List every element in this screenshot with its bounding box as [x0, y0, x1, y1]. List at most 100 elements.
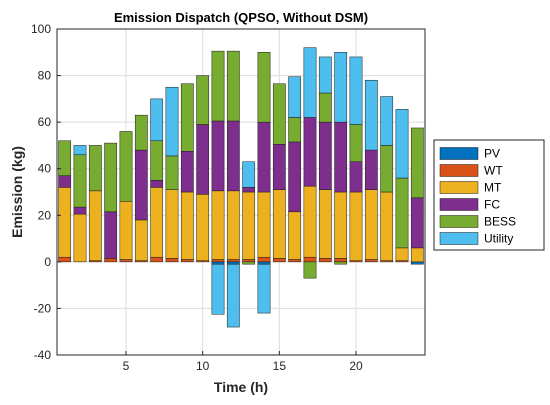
bar-utility-t23 [395, 109, 409, 179]
x-tick-label: 5 [123, 359, 130, 373]
bar-wt-t7 [150, 256, 164, 263]
bar-pv-t24 [410, 261, 424, 265]
y-axis-label: Emission (kg) [9, 146, 25, 238]
bar-fc-t12 [226, 120, 240, 192]
bar-fc-t7 [150, 180, 164, 188]
legend-swatch-fc [439, 198, 479, 211]
bar-bess-t2 [73, 154, 87, 208]
bar-mt-t15 [272, 189, 286, 259]
bar-bess-t8 [165, 155, 179, 190]
bar-mt-t16 [288, 211, 302, 260]
chart-title: Emission Dispatch (QPSO, Without DSM) [114, 10, 368, 25]
bar-utility-t14 [257, 263, 271, 314]
bar-bess-t11 [211, 50, 225, 122]
bar-wt-t8 [165, 258, 179, 263]
bar-mt-t3 [88, 190, 102, 261]
bar-fc-t6 [134, 149, 148, 221]
bar-mt-t17 [303, 185, 317, 258]
bar-utility-t2 [73, 145, 87, 155]
bar-mt-t24 [410, 247, 424, 263]
bar-fc-t4 [104, 211, 118, 259]
bar-pv-t11 [211, 261, 225, 265]
bar-mt-t5 [119, 201, 133, 260]
bar-wt-t4 [104, 258, 118, 263]
legend-swatch-bess [439, 215, 479, 228]
bar-fc-t18 [318, 121, 332, 190]
bar-wt-t16 [288, 259, 302, 263]
y-tick-label: 60 [38, 115, 52, 129]
bar-mt-t1 [58, 187, 72, 258]
bar-fc-t9 [180, 151, 194, 193]
bar-utility-t11 [211, 263, 225, 315]
bar-bess-t14 [257, 52, 271, 123]
bar-pv-t12 [226, 261, 240, 265]
bar-mt-t19 [334, 191, 348, 259]
bar-wt-t21 [364, 259, 378, 263]
bar-fc-t2 [73, 206, 87, 215]
y-tick-label: -20 [34, 301, 52, 315]
bar-utility-t21 [364, 79, 378, 151]
x-tick-label: 10 [196, 359, 210, 373]
bar-fc-t15 [272, 144, 286, 190]
y-tick-label: 100 [31, 22, 51, 36]
bar-mt-t7 [150, 187, 164, 258]
y-tick-label: 20 [38, 208, 52, 222]
plot-area [57, 29, 425, 355]
bar-wt-t12 [226, 259, 240, 263]
bar-bess-t17 [303, 261, 317, 279]
bar-fc-t11 [211, 120, 225, 192]
bar-wt-t17 [303, 256, 317, 263]
bar-utility-t19 [334, 52, 348, 123]
x-axis-label: Time (h) [214, 379, 268, 395]
bar-mt-t12 [226, 190, 240, 260]
bar-utility-t16 [288, 76, 302, 118]
bar-mt-t23 [395, 247, 409, 261]
bar-mt-t11 [211, 190, 225, 260]
legend-label-pv: PV [484, 147, 500, 161]
bar-fc-t19 [334, 121, 348, 193]
bar-bess-t23 [395, 177, 409, 249]
bar-wt-t19 [334, 258, 348, 263]
bar-fc-t20 [349, 161, 363, 193]
bars [58, 47, 424, 328]
legend: PV WT MT FC BESS Utility [433, 139, 545, 251]
bar-utility-t20 [349, 56, 363, 125]
bar-wt-t9 [180, 259, 194, 263]
bar-utility-t7 [150, 98, 164, 142]
bar-mt-t18 [318, 189, 332, 259]
bar-mt-t9 [180, 191, 194, 260]
y-tick-label: 80 [38, 69, 52, 83]
bar-bess-t12 [226, 50, 240, 122]
bar-mt-t14 [257, 191, 271, 258]
bar-utility-t18 [318, 56, 332, 94]
bar-utility-t13 [242, 161, 256, 188]
bar-bess-t4 [104, 142, 118, 213]
legend-label-mt: MT [484, 181, 502, 195]
bar-fc-t17 [303, 117, 317, 187]
x-tick-label: 15 [273, 359, 287, 373]
bar-utility-t17 [303, 47, 317, 118]
y-tick-label: 40 [38, 162, 52, 176]
y-tick-label: 0 [44, 255, 51, 269]
bar-bess-t1 [58, 140, 72, 176]
bar-fc-t1 [58, 175, 72, 188]
bar-wt-t14 [257, 256, 271, 263]
bar-wt-t11 [211, 259, 225, 263]
legend-swatch-utility [439, 232, 479, 245]
bar-bess-t10 [196, 75, 210, 125]
bar-wt-t15 [272, 258, 286, 263]
bar-mt-t21 [364, 189, 378, 260]
bar-bess-t16 [288, 117, 302, 143]
bar-bess-t20 [349, 124, 363, 162]
bar-bess-t7 [150, 140, 164, 181]
legend-label-fc: FC [484, 198, 500, 212]
bar-utility-t12 [226, 263, 240, 328]
x-tick-label: 20 [349, 359, 363, 373]
bar-bess-t22 [380, 145, 394, 193]
bar-bess-t19 [334, 261, 348, 265]
bar-bess-t18 [318, 92, 332, 123]
bar-mt-t20 [349, 191, 363, 261]
bar-bess-t6 [134, 114, 148, 151]
bar-bess-t5 [119, 131, 133, 202]
